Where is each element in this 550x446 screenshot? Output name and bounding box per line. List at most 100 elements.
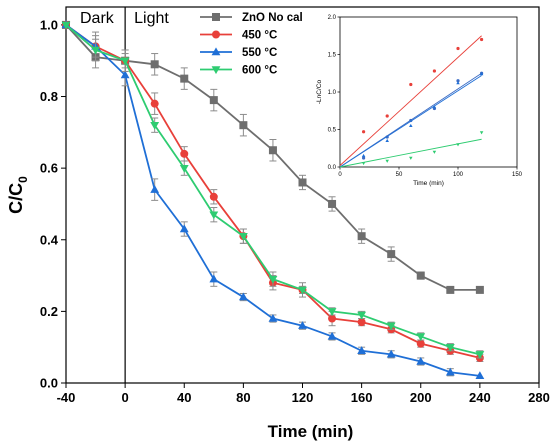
y-axis-title-subscript: 0 [16,176,30,183]
inset-data-point [362,130,366,134]
inset-data-point [456,143,460,147]
inset-data-point [456,46,460,51]
legend-marker [212,13,220,21]
data-point [386,349,396,358]
data-point [327,331,337,340]
data-point [445,367,455,376]
inset-data-point [432,150,437,154]
inset-x-tick-label: 0 [338,172,342,178]
data-point [387,250,396,259]
inset-fit-line [339,35,482,166]
data-point [446,285,455,294]
inset-data-point [479,131,484,135]
data-point [120,57,130,66]
inset-y-axis-title: -LnC/Co [316,80,323,105]
inset-data-point [480,37,484,42]
data-point [268,146,277,155]
y-axis-title: C/C0 [6,176,30,214]
data-point [209,192,218,201]
legend-marker [211,66,221,75]
main-plot: -40 0 40 80 120 160 200 240 280 0.0 0.2 0.4 0.6 0.8 1.… [6,6,550,441]
inset-fit-line [339,75,482,168]
inset-data-point [409,82,413,87]
data-point [120,70,130,79]
data-point [475,371,485,380]
inset-data-point [409,123,413,128]
data-point [386,322,396,331]
data-point [416,356,426,365]
y-tick-label: 0.0 [40,376,58,391]
inset-y-tick-label: 0.5 [328,128,337,134]
inset-data-point [409,156,413,160]
data-point [328,199,337,208]
data-point [357,346,367,354]
x-tick-label: 280 [528,390,550,405]
y-axis-title-group: C/C0 [6,176,30,214]
x-tick-label: 240 [469,390,491,405]
legend-marker [212,30,220,39]
inset-y-title-group: -LnC/Co [316,80,323,105]
x-tick-label: 40 [177,390,191,405]
x-tick-label: 160 [351,390,373,405]
data-point [150,121,160,130]
data-point [298,321,307,329]
data-point [238,232,248,241]
data-point [475,351,485,359]
data-point [298,286,307,295]
inset-y-tick-label: 2.0 [328,15,337,21]
inset-series-0 [339,35,484,166]
x-tick-label: 0 [122,390,129,405]
data-point [209,211,219,220]
inset-data-point [479,72,484,76]
data-point [180,74,189,83]
inset-x-tick-label: 50 [396,172,403,178]
region-label-light: Light [134,10,169,27]
series-3 [61,21,485,359]
x-tick-label: 80 [236,390,250,405]
data-point [179,164,189,173]
data-point [327,308,337,316]
legend-label: 600 °C [242,65,277,77]
data-point [239,121,248,130]
inset-data-point [456,79,460,83]
data-point [357,318,366,327]
inset-data-point [385,114,389,118]
data-point [180,149,189,158]
data-point [445,343,455,352]
legend-label: ZnO No cal [242,12,303,24]
data-point [179,224,189,233]
legend-label: 550 °C [242,47,277,59]
inset-series-3 [339,131,484,168]
legend: ZnO No cal 450 °C 550 °C 600 °C [200,12,303,77]
inset-series-2 [339,72,484,168]
inset-data-point [432,105,437,109]
data-point [238,292,248,301]
data-point [61,21,71,30]
data-point [416,339,425,348]
x-tick-label: 200 [410,390,432,405]
data-point [209,96,218,105]
x-tick-label: 120 [292,390,314,405]
data-point [209,274,219,283]
inset-frame [339,16,518,168]
data-point [475,285,484,294]
data-point [91,46,100,55]
inset-x-tick-label: 100 [453,172,464,178]
data-point [150,185,160,193]
inset-y-tick-label: 0.0 [328,165,337,171]
region-label-dark: Dark [80,10,115,27]
inset-data-point [385,159,389,163]
data-point [268,313,278,322]
data-point [416,271,425,280]
y-tick-label: 0.6 [40,161,58,176]
y-tick-label: 0.8 [40,89,58,104]
inset-data-point [456,81,460,85]
y-tick-label: 0.4 [40,232,59,247]
inset-plot: 0 50 100 150 0.0 0.5 1.0 1.5 2.0 Time (min) -LnC/C… [316,15,523,187]
data-point [357,232,366,241]
inset-data-point [361,153,366,158]
legend-marker [211,47,221,56]
y-tick-label: 1.0 [40,17,58,32]
data-point [416,333,426,342]
